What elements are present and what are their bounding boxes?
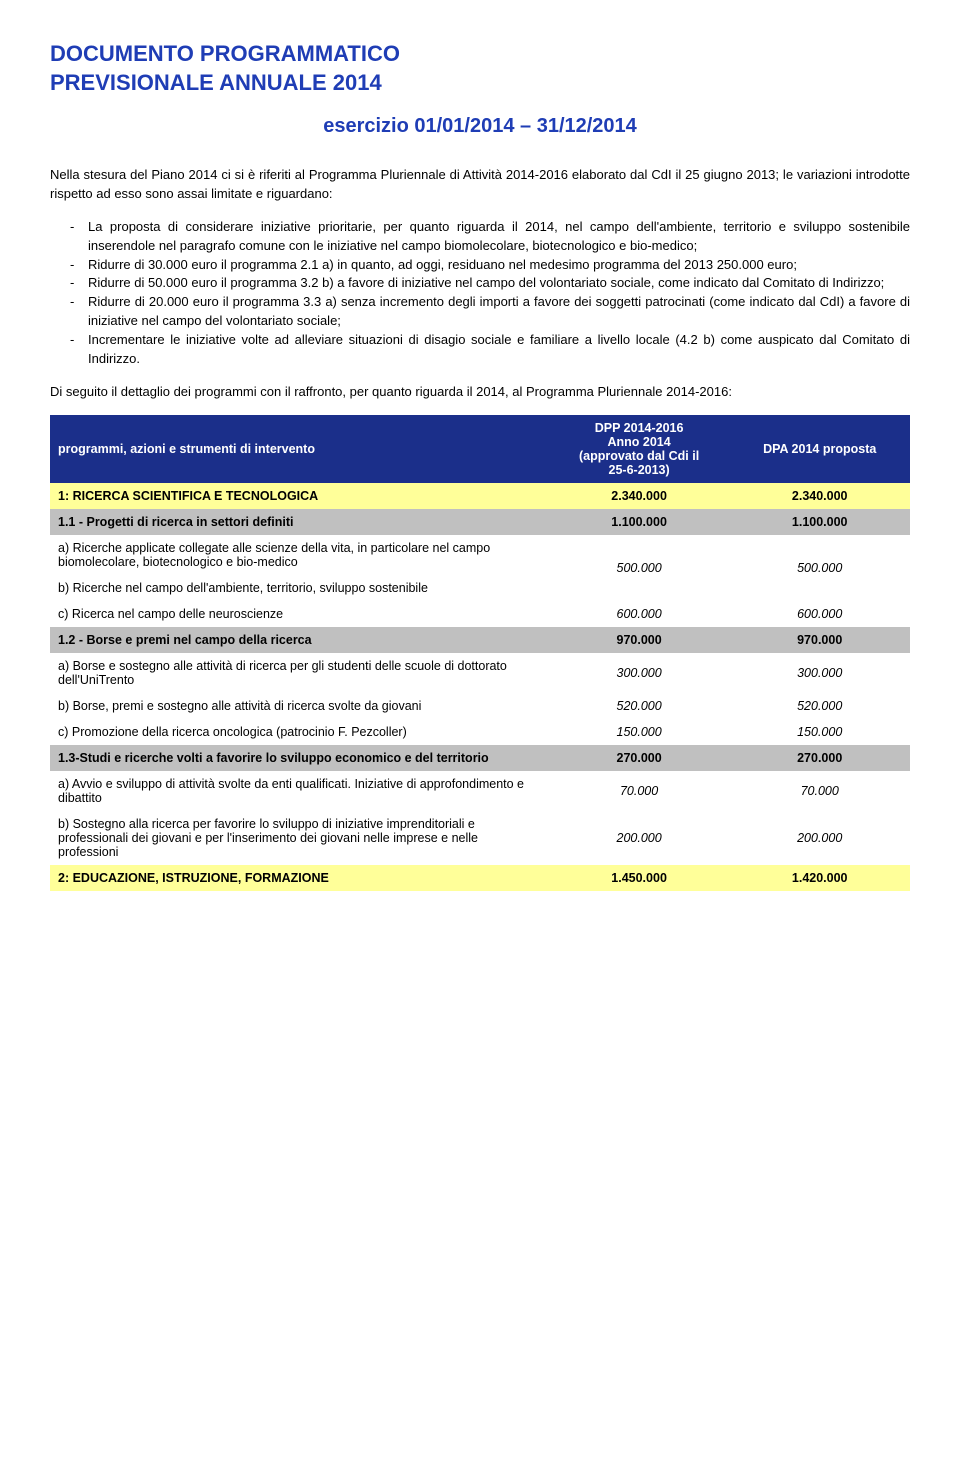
row-label: b) Ricerche nel campo dell'ambiente, ter… (50, 575, 549, 601)
row-value-dpp: 600.000 (549, 601, 730, 627)
row-label: 1.1 - Progetti di ricerca in settori def… (50, 509, 549, 535)
bullet-item: La proposta di considerare iniziative pr… (50, 218, 910, 256)
row-value-dpp: 70.000 (549, 771, 730, 811)
programs-table: programmi, azioni e strumenti di interve… (50, 415, 910, 891)
table-row: 1.1 - Progetti di ricerca in settori def… (50, 509, 910, 535)
row-value-dpa: 300.000 (729, 653, 910, 693)
row-value-dpp: 970.000 (549, 627, 730, 653)
table-row: 1: RICERCA SCIENTIFICA E TECNOLOGICA2.34… (50, 483, 910, 509)
row-value-dpa: 70.000 (729, 771, 910, 811)
table-row: b) Sostegno alla ricerca per favorire lo… (50, 811, 910, 865)
row-value-dpa: 520.000 (729, 693, 910, 719)
table-row: a) Avvio e sviluppo di attività svolte d… (50, 771, 910, 811)
bullet-item: Ridurre di 50.000 euro il programma 3.2 … (50, 274, 910, 293)
bullet-list: La proposta di considerare iniziative pr… (50, 218, 910, 369)
bullet-item: Ridurre di 20.000 euro il programma 3.3 … (50, 293, 910, 331)
row-value-dpa: 970.000 (729, 627, 910, 653)
row-value-dpp: 1.450.000 (549, 865, 730, 891)
row-value-dpa: 500.000 (729, 535, 910, 601)
row-value-dpa: 1.420.000 (729, 865, 910, 891)
row-value-dpp: 270.000 (549, 745, 730, 771)
row-label: c) Ricerca nel campo delle neuroscienze (50, 601, 549, 627)
row-value-dpa: 270.000 (729, 745, 910, 771)
row-value-dpp: 2.340.000 (549, 483, 730, 509)
row-label: 1: RICERCA SCIENTIFICA E TECNOLOGICA (50, 483, 549, 509)
row-value-dpp: 150.000 (549, 719, 730, 745)
table-row: 2: EDUCAZIONE, ISTRUZIONE, FORMAZIONE1.4… (50, 865, 910, 891)
doc-title-line1: DOCUMENTO PROGRAMMATICO (50, 40, 910, 69)
table-header-programs: programmi, azioni e strumenti di interve… (50, 415, 549, 483)
row-label: b) Sostegno alla ricerca per favorire lo… (50, 811, 549, 865)
row-label: c) Promozione della ricerca oncologica (… (50, 719, 549, 745)
row-value-dpp: 520.000 (549, 693, 730, 719)
row-value-dpp: 1.100.000 (549, 509, 730, 535)
doc-title-line2: PREVISIONALE ANNUALE 2014 (50, 69, 910, 98)
table-row: a) Ricerche applicate collegate alle sci… (50, 535, 910, 575)
row-label: a) Borse e sostegno alle attività di ric… (50, 653, 549, 693)
table-header-dpp: DPP 2014-2016Anno 2014(approvato dal Cdi… (549, 415, 730, 483)
table-header-dpa: DPA 2014 proposta (729, 415, 910, 483)
row-label: a) Avvio e sviluppo di attività svolte d… (50, 771, 549, 811)
doc-subtitle: esercizio 01/01/2014 – 31/12/2014 (50, 115, 910, 138)
table-row: c) Promozione della ricerca oncologica (… (50, 719, 910, 745)
row-label: b) Borse, premi e sostegno alle attività… (50, 693, 549, 719)
table-row: a) Borse e sostegno alle attività di ric… (50, 653, 910, 693)
row-label: 2: EDUCAZIONE, ISTRUZIONE, FORMAZIONE (50, 865, 549, 891)
row-value-dpa: 600.000 (729, 601, 910, 627)
row-label: 1.2 - Borse e premi nel campo della rice… (50, 627, 549, 653)
row-value-dpp: 300.000 (549, 653, 730, 693)
row-value-dpa: 2.340.000 (729, 483, 910, 509)
row-value-dpa: 150.000 (729, 719, 910, 745)
table-row: 1.3-Studi e ricerche volti a favorire lo… (50, 745, 910, 771)
table-row: c) Ricerca nel campo delle neuroscienze6… (50, 601, 910, 627)
table-row: 1.2 - Borse e premi nel campo della rice… (50, 627, 910, 653)
bullet-item: Incrementare le iniziative volte ad alle… (50, 331, 910, 369)
row-label: 1.3-Studi e ricerche volti a favorire lo… (50, 745, 549, 771)
row-value-dpa: 200.000 (729, 811, 910, 865)
row-value-dpa: 1.100.000 (729, 509, 910, 535)
row-value-dpp: 500.000 (549, 535, 730, 601)
bullet-item: Ridurre di 30.000 euro il programma 2.1 … (50, 256, 910, 275)
follow-paragraph: Di seguito il dettaglio dei programmi co… (50, 383, 910, 402)
row-label: a) Ricerche applicate collegate alle sci… (50, 535, 549, 575)
intro-paragraph: Nella stesura del Piano 2014 ci si è rif… (50, 166, 910, 204)
table-row: b) Borse, premi e sostegno alle attività… (50, 693, 910, 719)
row-value-dpp: 200.000 (549, 811, 730, 865)
